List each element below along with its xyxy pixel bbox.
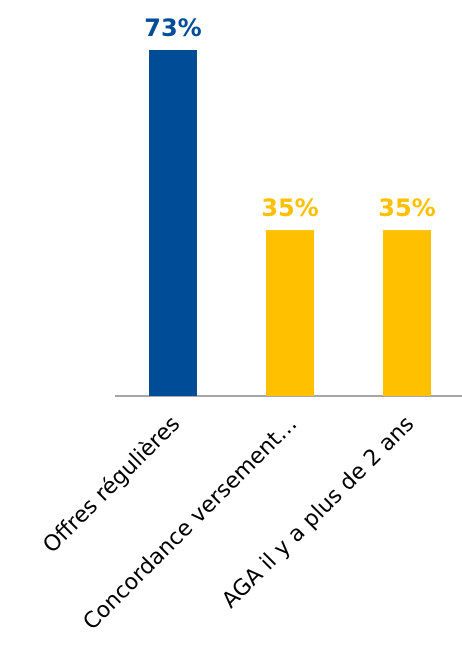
category-label-2: Concordance versement… <box>79 412 303 636</box>
value-label-1: 73% <box>144 14 201 42</box>
bars-group <box>149 50 431 396</box>
value-label-3: 35% <box>378 194 435 222</box>
value-label-2: 35% <box>261 194 318 222</box>
category-label-3: AGA il y a plus de 2 ans <box>217 412 419 614</box>
value-labels-group: 73% 35% 35% <box>144 14 435 222</box>
bar-1 <box>149 50 197 396</box>
bar-3 <box>383 230 431 396</box>
bar-2 <box>266 230 314 396</box>
